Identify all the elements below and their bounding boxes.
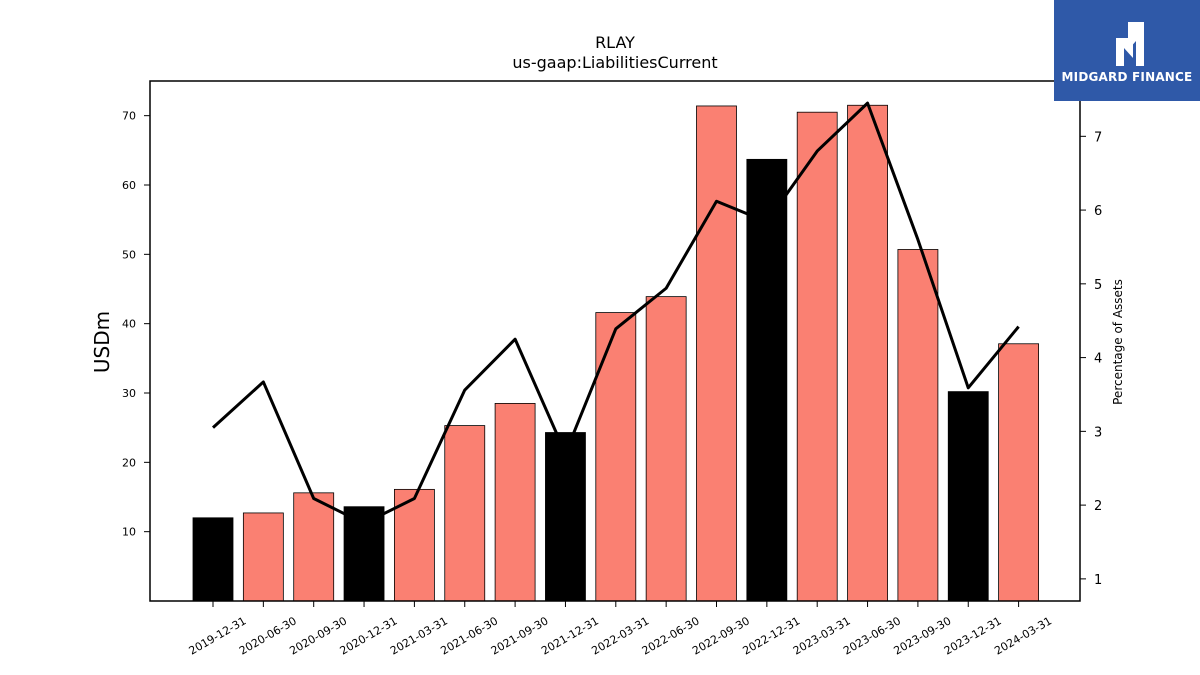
y2-tick-label: 1 <box>1094 573 1102 588</box>
bar <box>897 249 939 602</box>
bar-group <box>192 104 1039 602</box>
y2-tick-label: 5 <box>1094 278 1102 293</box>
y-axis-left: 10 20 30 40 50 60 70 <box>122 110 150 539</box>
chart-title: RLAY <box>595 33 635 52</box>
logo-text: MIDGARD FINANCE <box>1061 70 1193 84</box>
midgard-logo: MIDGARD FINANCE <box>1054 0 1200 101</box>
y-tick-label: 60 <box>122 179 136 192</box>
y-tick-label: 20 <box>122 456 136 469</box>
y-tick-label: 10 <box>122 526 136 539</box>
y-axis-label: USDm <box>90 311 114 373</box>
y-tick-label: 70 <box>122 110 136 123</box>
x-tick-label: 2024-03-31 <box>992 614 1054 657</box>
y2-axis-label: Percentage of Assets <box>1111 279 1125 405</box>
series-line <box>211 101 1020 526</box>
midgard-logo-icon <box>1116 22 1144 66</box>
bar <box>545 432 586 602</box>
bar <box>746 158 788 602</box>
bar <box>947 391 989 602</box>
bar <box>393 488 435 602</box>
bar <box>998 343 1039 602</box>
y-tick-label: 30 <box>122 387 136 400</box>
bar <box>696 105 737 602</box>
y2-tick-label: 4 <box>1094 352 1102 367</box>
plot-frame <box>149 80 1081 602</box>
bar <box>343 506 385 602</box>
x-axis: 2019-12-312020-06-302020-09-302020-12-31… <box>187 601 1054 658</box>
bar <box>192 517 234 602</box>
bar <box>645 296 687 602</box>
y2-tick-label: 6 <box>1094 204 1102 219</box>
y2-tick-label: 2 <box>1094 499 1102 514</box>
bar <box>293 492 335 602</box>
line-group <box>211 101 1020 526</box>
chart-subtitle: us-gaap:LiabilitiesCurrent <box>512 53 717 72</box>
bar <box>494 402 536 602</box>
y-tick-label: 50 <box>122 248 136 261</box>
bar <box>796 111 838 602</box>
y-axis-right: 1 2 3 4 5 6 7 <box>1080 130 1102 588</box>
bar <box>847 104 888 602</box>
y2-tick-label: 3 <box>1094 425 1102 440</box>
y2-tick-label: 7 <box>1094 130 1102 145</box>
y-tick-label: 40 <box>122 318 136 331</box>
bar <box>242 512 284 602</box>
bar <box>595 312 637 602</box>
bar <box>444 425 486 602</box>
